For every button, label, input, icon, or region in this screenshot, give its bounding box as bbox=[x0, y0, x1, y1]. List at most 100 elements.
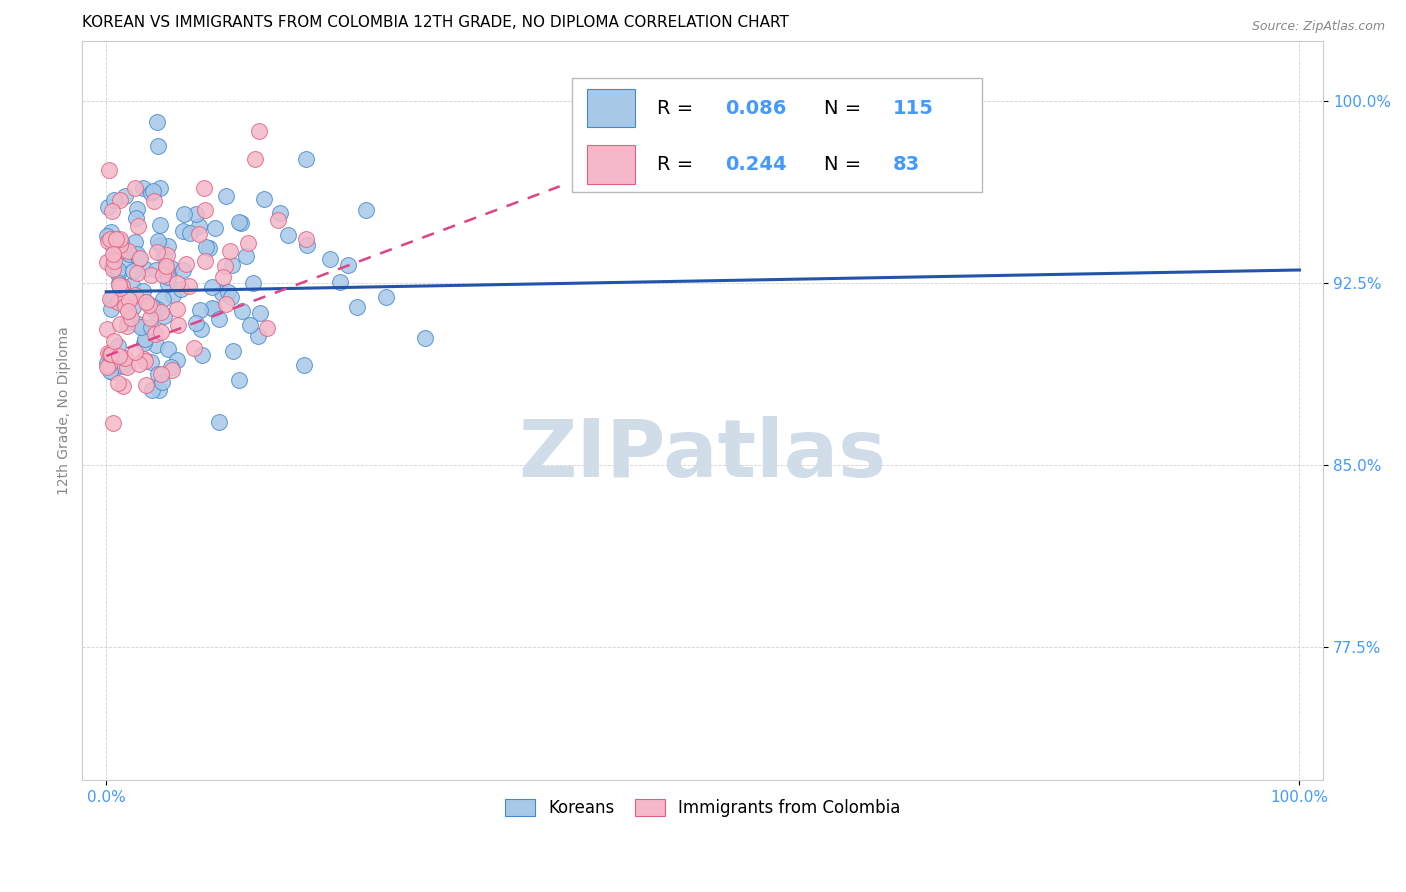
Point bbox=[107, 262, 129, 277]
Point bbox=[108, 277, 131, 291]
Point bbox=[194, 253, 217, 268]
Point bbox=[134, 261, 156, 276]
Point bbox=[142, 301, 165, 316]
Point bbox=[231, 304, 253, 318]
Point bbox=[148, 383, 170, 397]
Point bbox=[156, 239, 179, 253]
Point bbox=[98, 162, 121, 177]
Point bbox=[215, 297, 238, 311]
Point bbox=[98, 346, 121, 360]
Point bbox=[98, 292, 121, 306]
Point bbox=[117, 244, 139, 259]
Point bbox=[202, 302, 225, 317]
Point bbox=[146, 234, 169, 248]
Point bbox=[111, 279, 134, 293]
Point bbox=[269, 205, 291, 219]
Point bbox=[157, 269, 180, 284]
Point bbox=[188, 303, 211, 318]
Point bbox=[127, 266, 149, 280]
Point bbox=[267, 212, 290, 227]
Point bbox=[148, 237, 170, 252]
Point bbox=[346, 300, 368, 314]
Point bbox=[156, 248, 179, 262]
Point bbox=[146, 245, 169, 260]
Point bbox=[108, 281, 131, 295]
Point bbox=[108, 349, 131, 363]
Point bbox=[243, 152, 266, 166]
Point bbox=[214, 189, 236, 203]
Point bbox=[292, 359, 315, 373]
Point bbox=[295, 152, 318, 166]
Point bbox=[229, 216, 252, 230]
Point bbox=[277, 227, 299, 242]
Point bbox=[413, 331, 436, 345]
Point bbox=[105, 232, 128, 246]
Point bbox=[174, 257, 197, 271]
Point bbox=[162, 288, 184, 302]
Point bbox=[204, 220, 226, 235]
Point bbox=[100, 301, 122, 316]
Point bbox=[121, 278, 143, 293]
Point bbox=[98, 358, 121, 372]
Point bbox=[107, 267, 129, 281]
Point bbox=[153, 249, 176, 263]
Point bbox=[191, 348, 214, 362]
Point bbox=[128, 357, 150, 371]
Point bbox=[127, 317, 149, 331]
FancyBboxPatch shape bbox=[588, 89, 634, 128]
Point bbox=[170, 282, 193, 296]
Point bbox=[98, 364, 121, 378]
Point bbox=[208, 415, 231, 429]
Point bbox=[132, 351, 155, 366]
Point bbox=[125, 211, 148, 226]
Text: Source: ZipAtlas.com: Source: ZipAtlas.com bbox=[1251, 20, 1385, 33]
Point bbox=[149, 181, 172, 195]
Point bbox=[221, 258, 243, 272]
Point bbox=[100, 347, 122, 361]
Point bbox=[375, 290, 398, 304]
Point bbox=[139, 186, 162, 200]
Point bbox=[103, 253, 125, 268]
Point bbox=[101, 240, 124, 254]
Point bbox=[115, 360, 138, 375]
Point bbox=[110, 235, 132, 250]
Point bbox=[167, 318, 190, 332]
Point bbox=[208, 312, 231, 326]
Point bbox=[152, 292, 174, 306]
Point bbox=[319, 252, 342, 266]
Point bbox=[166, 352, 188, 367]
Point bbox=[139, 355, 162, 369]
Point bbox=[247, 124, 270, 138]
Point bbox=[124, 235, 146, 249]
Point bbox=[156, 277, 179, 292]
Text: N =: N = bbox=[824, 155, 868, 174]
Text: 115: 115 bbox=[893, 99, 934, 118]
Point bbox=[159, 260, 181, 275]
Point bbox=[172, 263, 194, 277]
Point bbox=[219, 244, 242, 259]
Point bbox=[117, 315, 139, 329]
Point bbox=[354, 203, 377, 218]
Point bbox=[249, 306, 271, 320]
Point bbox=[295, 232, 318, 246]
Point bbox=[96, 255, 118, 269]
Point bbox=[114, 351, 136, 365]
Point bbox=[134, 332, 156, 346]
Point bbox=[194, 202, 217, 217]
Point bbox=[108, 244, 131, 259]
Point bbox=[96, 229, 118, 244]
Point bbox=[142, 184, 165, 198]
Point bbox=[150, 325, 173, 339]
Point bbox=[103, 193, 125, 207]
Point bbox=[101, 247, 124, 261]
Point bbox=[103, 262, 125, 277]
Text: ZIPatlas: ZIPatlas bbox=[519, 416, 887, 494]
Point bbox=[108, 317, 131, 331]
Point bbox=[143, 300, 166, 314]
Point bbox=[98, 232, 121, 246]
Point bbox=[238, 236, 260, 251]
Point bbox=[214, 259, 236, 273]
Point bbox=[101, 416, 124, 430]
Point bbox=[155, 259, 177, 273]
Point bbox=[129, 251, 152, 265]
